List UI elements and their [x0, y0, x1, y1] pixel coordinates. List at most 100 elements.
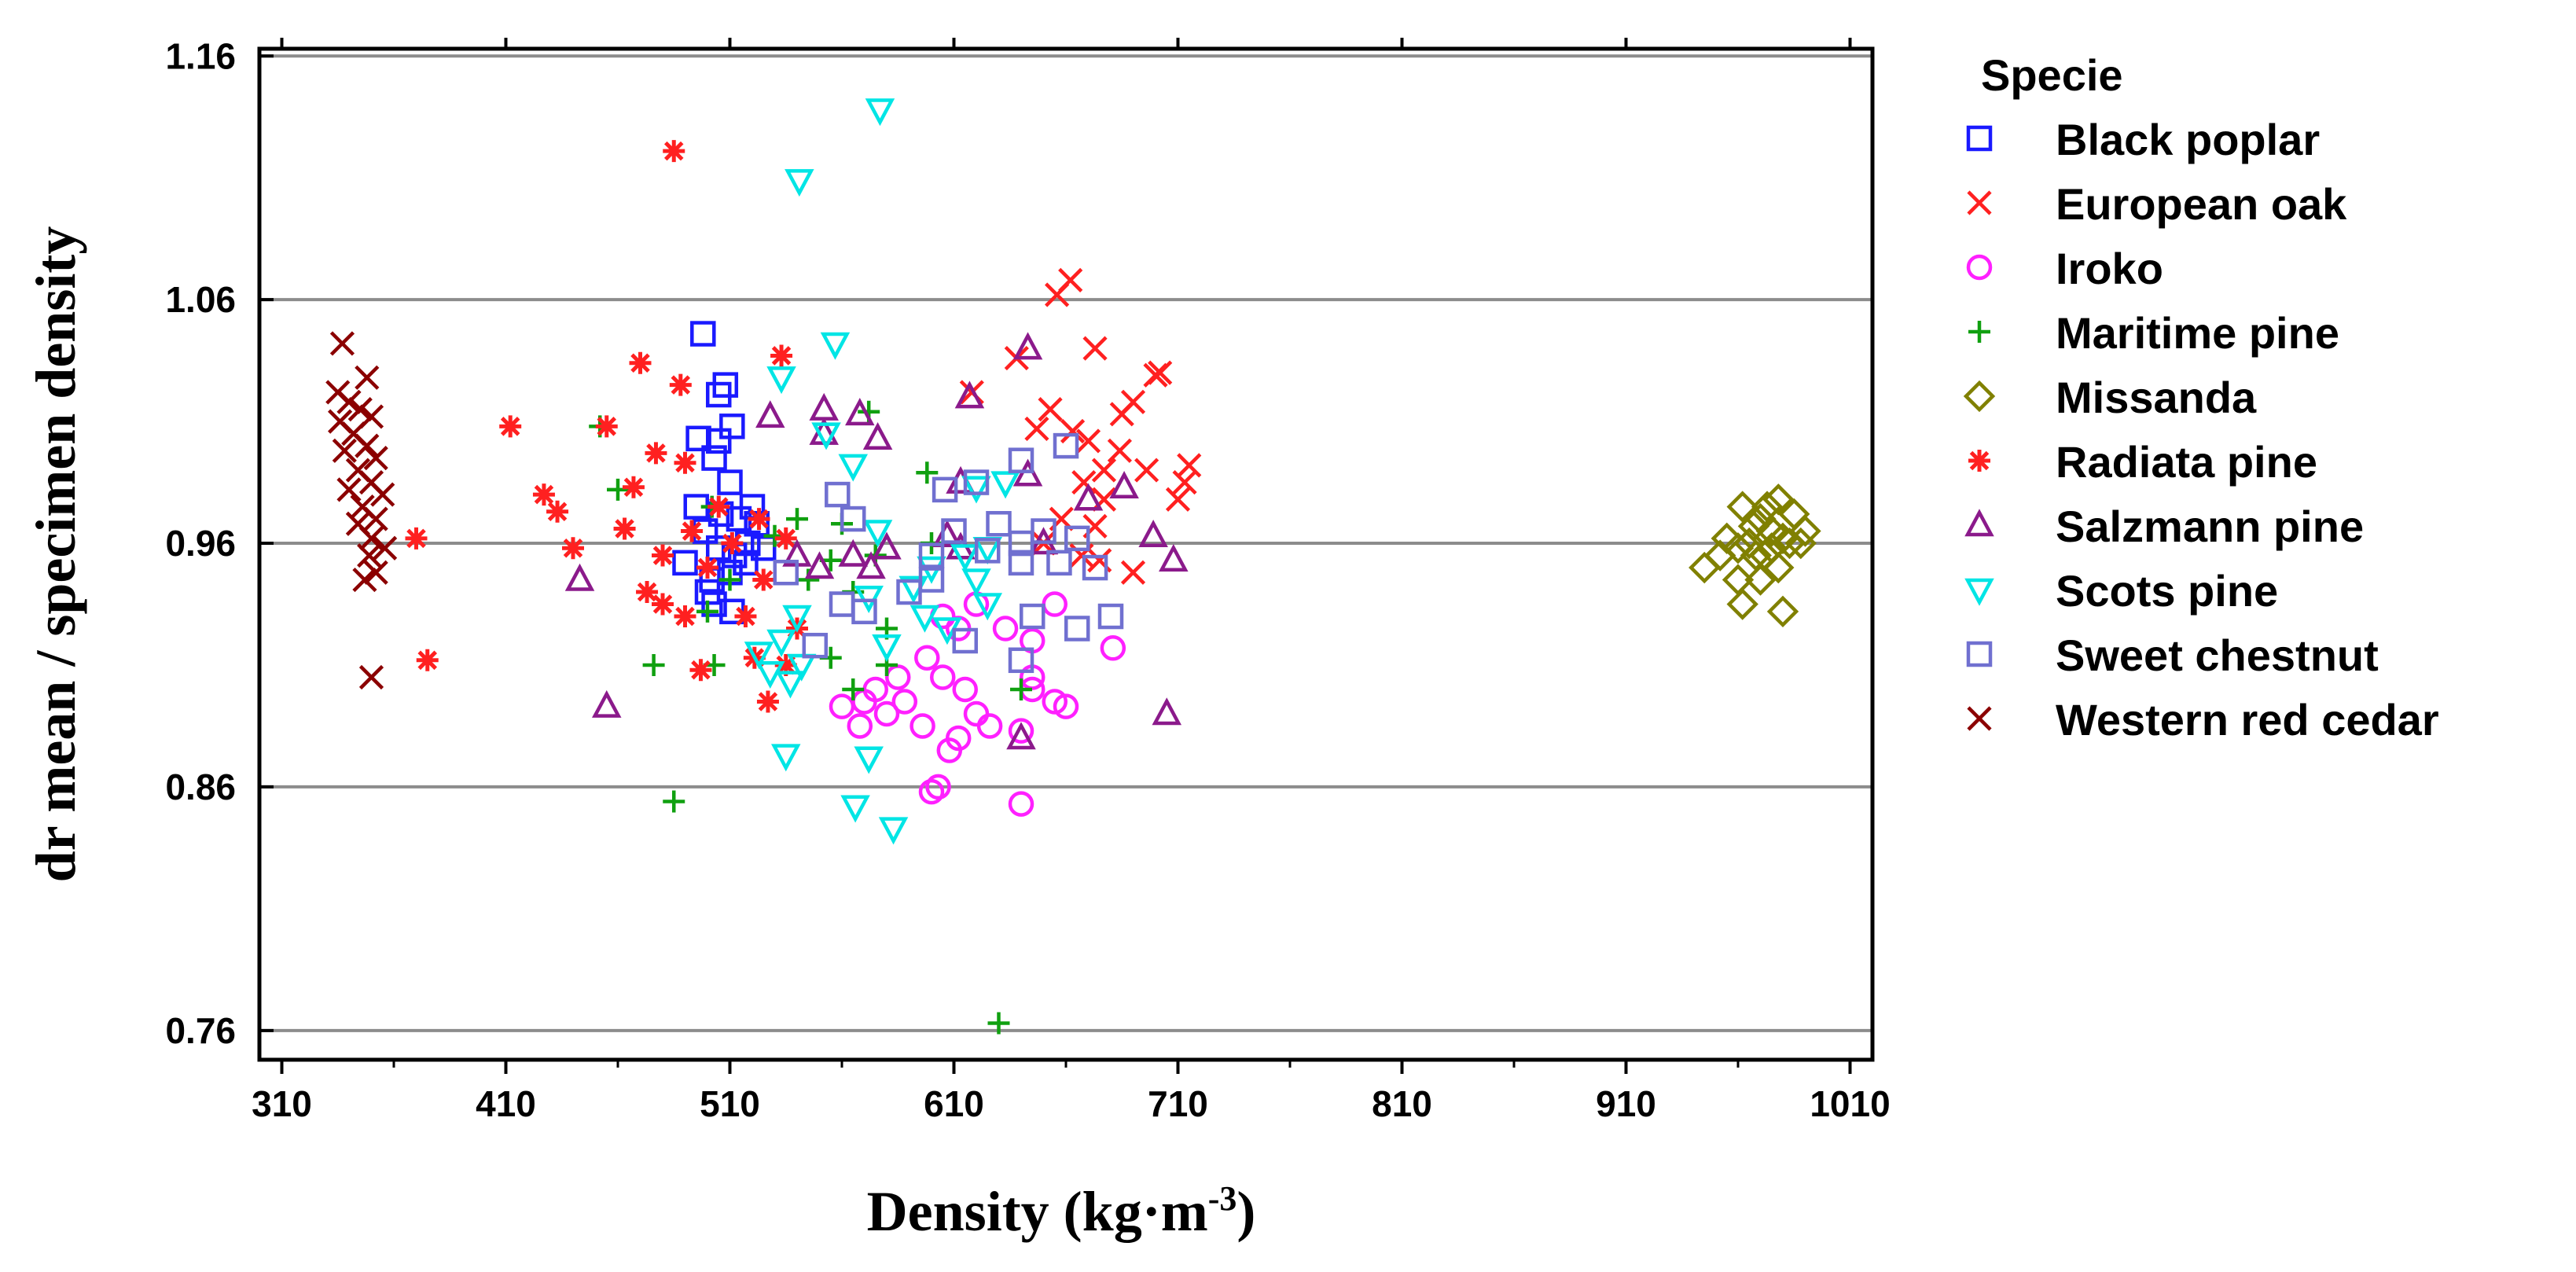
data-point	[986, 511, 1012, 537]
x-tick-label: 810	[1372, 1083, 1432, 1124]
data-point	[405, 527, 428, 550]
legend-marker	[1966, 641, 1993, 667]
data-point	[373, 535, 398, 561]
data-point	[854, 585, 884, 613]
legend-item: Salzmann pine	[1964, 502, 2364, 551]
data-point	[595, 415, 618, 438]
data-point	[352, 567, 377, 593]
data-point	[873, 700, 900, 727]
data-point	[1012, 458, 1043, 487]
data-point	[674, 605, 696, 628]
data-point	[1152, 697, 1182, 726]
legend-item: Maritime pine	[1968, 308, 2339, 358]
data-point	[1020, 603, 1045, 630]
data-point	[363, 560, 388, 585]
data-point	[712, 372, 739, 398]
data-point	[1075, 428, 1101, 454]
data-point	[756, 690, 779, 713]
data-point	[802, 632, 829, 659]
data-point	[744, 642, 774, 670]
data-point	[918, 778, 945, 805]
legend-label: Maritime pine	[2056, 308, 2339, 358]
data-point	[952, 627, 978, 654]
data-point	[336, 477, 362, 502]
data-point	[652, 593, 674, 616]
data-point	[1064, 616, 1090, 642]
data-point	[918, 567, 945, 593]
data-point	[1726, 491, 1758, 523]
x-tick-label: 610	[924, 1083, 984, 1124]
data-point	[696, 600, 718, 623]
data-point	[918, 542, 945, 568]
legend-label: Missanda	[2056, 373, 2257, 422]
data-point	[1008, 718, 1034, 744]
data-point	[961, 476, 991, 504]
legend-label: Iroko	[2056, 244, 2163, 293]
data-point	[829, 693, 855, 719]
data-point	[804, 551, 835, 579]
data-point	[329, 331, 355, 356]
data-point	[820, 332, 851, 360]
legend-marker	[1968, 321, 1990, 343]
data-point	[719, 414, 745, 439]
data-point	[840, 505, 866, 532]
legend-item: Sweet chestnut	[1966, 630, 2379, 680]
data-point	[770, 344, 793, 367]
data-point	[770, 744, 801, 772]
legend-marker	[1964, 509, 1994, 537]
data-point	[663, 140, 685, 163]
data-point	[696, 557, 718, 579]
data-point	[642, 653, 665, 676]
data-point	[785, 169, 814, 197]
data-point	[363, 446, 388, 471]
legend-marker	[1966, 125, 1993, 152]
data-point	[652, 544, 674, 567]
legend: Black poplar European oak Iroko Maritime pi…	[1963, 115, 2439, 744]
legend-item: Black poplar	[1966, 115, 2320, 164]
data-point	[355, 433, 380, 458]
data-point	[941, 518, 967, 544]
data-point	[1008, 447, 1034, 473]
data-point	[721, 532, 744, 555]
data-point	[1704, 539, 1736, 572]
data-point	[851, 598, 877, 625]
legend-marker	[1963, 380, 1996, 413]
data-point	[1711, 522, 1743, 555]
data-point	[856, 551, 886, 579]
data-point	[690, 321, 716, 347]
x-axis-title-main: Density (kg·m	[867, 1180, 1208, 1243]
data-point	[976, 713, 1003, 739]
legend-label: Sweet chestnut	[2056, 630, 2379, 680]
data-point	[1762, 483, 1795, 516]
data-point	[786, 508, 808, 531]
data-point	[1789, 515, 1821, 547]
data-point	[744, 511, 770, 537]
data-point	[878, 817, 909, 845]
data-point	[1766, 595, 1799, 628]
data-point	[1010, 678, 1032, 700]
data-point	[1091, 458, 1117, 483]
y-tick-label: 1.16	[165, 35, 236, 76]
data-point	[975, 538, 1001, 564]
x-axis-title-superscript: -3	[1208, 1179, 1237, 1218]
data-point	[773, 559, 799, 586]
data-point	[1762, 551, 1795, 584]
data-point	[1100, 635, 1126, 661]
data-point	[1082, 336, 1108, 361]
legend-marker	[1967, 706, 1992, 731]
data-point	[930, 664, 956, 690]
data-point	[775, 671, 806, 699]
data-point	[1733, 527, 1766, 560]
x-axis-title-close: )	[1237, 1180, 1255, 1243]
legend-label: European oak	[2056, 179, 2347, 229]
data-point	[1726, 588, 1758, 620]
legend-marker	[1968, 450, 1990, 472]
data-point	[332, 438, 357, 463]
data-point	[681, 520, 704, 542]
data-point	[357, 542, 382, 568]
data-point	[774, 653, 797, 676]
data-point	[564, 563, 595, 591]
data-point	[591, 689, 622, 718]
data-point	[1107, 438, 1132, 463]
x-tick-label: 710	[1148, 1083, 1208, 1124]
